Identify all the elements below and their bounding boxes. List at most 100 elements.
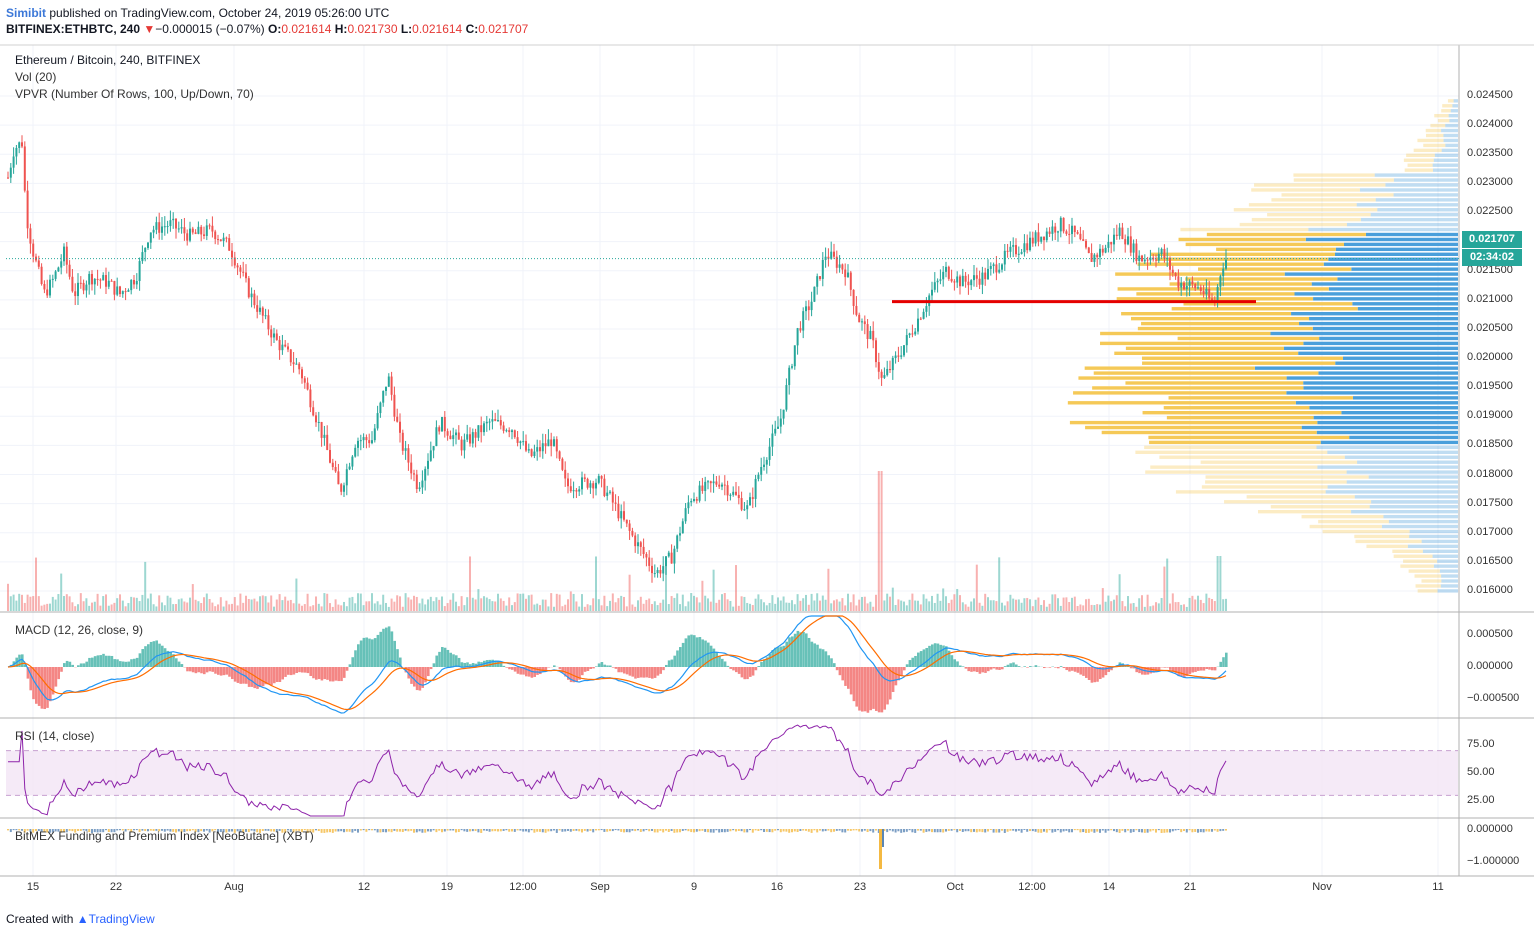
candle-body (1135, 243, 1138, 262)
candle-body (1015, 245, 1017, 255)
funding-bar (385, 829, 387, 833)
funding-bar (35, 829, 37, 831)
macd-histogram-bar (813, 643, 816, 667)
macd-histogram-bar (788, 637, 791, 667)
volume-bar (323, 593, 326, 611)
candle-body (978, 278, 981, 285)
main-pane-title[interactable]: Ethereum / Bitcoin, 240, BITFINEX (15, 53, 201, 67)
vpvr-up-bar (1313, 297, 1458, 301)
vpvr-up-bar (1371, 500, 1458, 504)
candle-body (141, 252, 144, 262)
vpvr-down-bar (1216, 247, 1336, 252)
macd-histogram-bar (259, 667, 262, 688)
tradingview-brand[interactable]: TradingView (88, 912, 155, 926)
volume-bar (723, 593, 726, 611)
funding-bar (46, 829, 49, 833)
volume-bar (15, 600, 18, 611)
candle-body (701, 485, 704, 491)
funding-bar (485, 829, 488, 831)
macd-histogram-bar (29, 667, 32, 691)
price-tick-label: 0.016000 (1467, 584, 1513, 596)
volume-bar (707, 598, 709, 611)
candle-body (693, 499, 695, 501)
macd-indicator-label[interactable]: MACD (12, 26, close, 9) (15, 623, 144, 637)
candle-body (491, 419, 494, 422)
funding-bar (709, 829, 712, 833)
vpvr-up-bar (1409, 534, 1458, 539)
macd-histogram-bar (964, 667, 968, 669)
published-text: published on TradingView.com, October 24… (49, 6, 390, 20)
candle-body (26, 190, 29, 229)
funding-bar (200, 829, 203, 832)
funding-bar (1031, 829, 1034, 832)
volume-bar (390, 598, 393, 611)
candle-body (455, 432, 457, 436)
macd-histogram-bar (659, 667, 662, 674)
vpvr-down-bar (1085, 425, 1302, 430)
volume-bar (737, 605, 740, 611)
volume-bar (667, 604, 670, 611)
macd-histogram-bar (211, 667, 214, 672)
rsi-indicator-label[interactable]: RSI (14, close) (15, 729, 95, 743)
funding-bar (497, 829, 499, 832)
volume-bar (939, 600, 942, 611)
candle-body (373, 428, 376, 441)
candle-body (155, 222, 158, 230)
volume-bar (37, 596, 40, 611)
funding-bar (656, 829, 659, 833)
volume-bar (847, 593, 849, 611)
candle-body (270, 329, 273, 338)
volume-bar (60, 573, 63, 611)
macd-histogram-bar (511, 667, 514, 670)
funding-bar (539, 829, 541, 832)
volume-bar (550, 593, 553, 611)
vpvr-down-bar (1137, 262, 1324, 266)
symbol-label[interactable]: BITFINEX:ETHBTC, 240 (6, 22, 141, 36)
funding-bar (852, 829, 855, 831)
publisher-name[interactable]: Simibit (6, 6, 47, 20)
macd-histogram-bar (886, 667, 889, 705)
candle-body (306, 382, 309, 390)
funding-bar (446, 829, 449, 831)
vpvr-down-bar (1233, 208, 1378, 212)
funding-bar (838, 829, 841, 831)
funding-bar (768, 829, 771, 833)
volume-bar (914, 600, 917, 611)
funding-bar (597, 829, 600, 831)
macd-histogram-bar (396, 649, 399, 667)
volume-bar (611, 593, 614, 611)
volume-bar (502, 600, 505, 611)
volume-bar (404, 593, 407, 611)
funding-bar (1104, 829, 1107, 833)
vpvr-down-bar (1137, 326, 1313, 331)
volume-bar (443, 606, 446, 611)
macd-histogram-bar (662, 667, 665, 671)
candle-body (1202, 290, 1205, 295)
volume-bar (474, 599, 477, 611)
volume-bar (788, 602, 791, 611)
vpvr-up-bar (1312, 326, 1458, 331)
volume-indicator-label[interactable]: Vol (20) (15, 70, 57, 84)
macd-histogram-bar (690, 634, 693, 667)
funding-bar (861, 829, 863, 832)
volume-bar (653, 601, 656, 611)
candle-body (32, 243, 35, 257)
vpvr-indicator-label[interactable]: VPVR (Number Of Rows, 100, Up/Down, 70) (15, 87, 254, 101)
vpvr-up-bar (1359, 188, 1458, 192)
candle-body (763, 464, 765, 467)
funding-bar (813, 829, 816, 831)
funding-bar (247, 829, 250, 833)
funding-bar (1163, 829, 1166, 833)
funding-bar (1191, 829, 1194, 833)
funding-bar (1115, 829, 1118, 833)
funding-bar (942, 829, 945, 833)
macd-histogram-bar (1026, 667, 1029, 668)
candle-body (648, 557, 651, 566)
volume-bar (595, 556, 597, 611)
tradingview-logo-icon[interactable]: ▲ (76, 912, 89, 926)
macd-histogram-bar (65, 660, 69, 667)
vpvr-up-bar (1360, 217, 1458, 222)
volume-bar (681, 594, 684, 611)
funding-indicator-label[interactable]: BitMEX Funding and Premium Index [NeoBut… (15, 829, 314, 843)
